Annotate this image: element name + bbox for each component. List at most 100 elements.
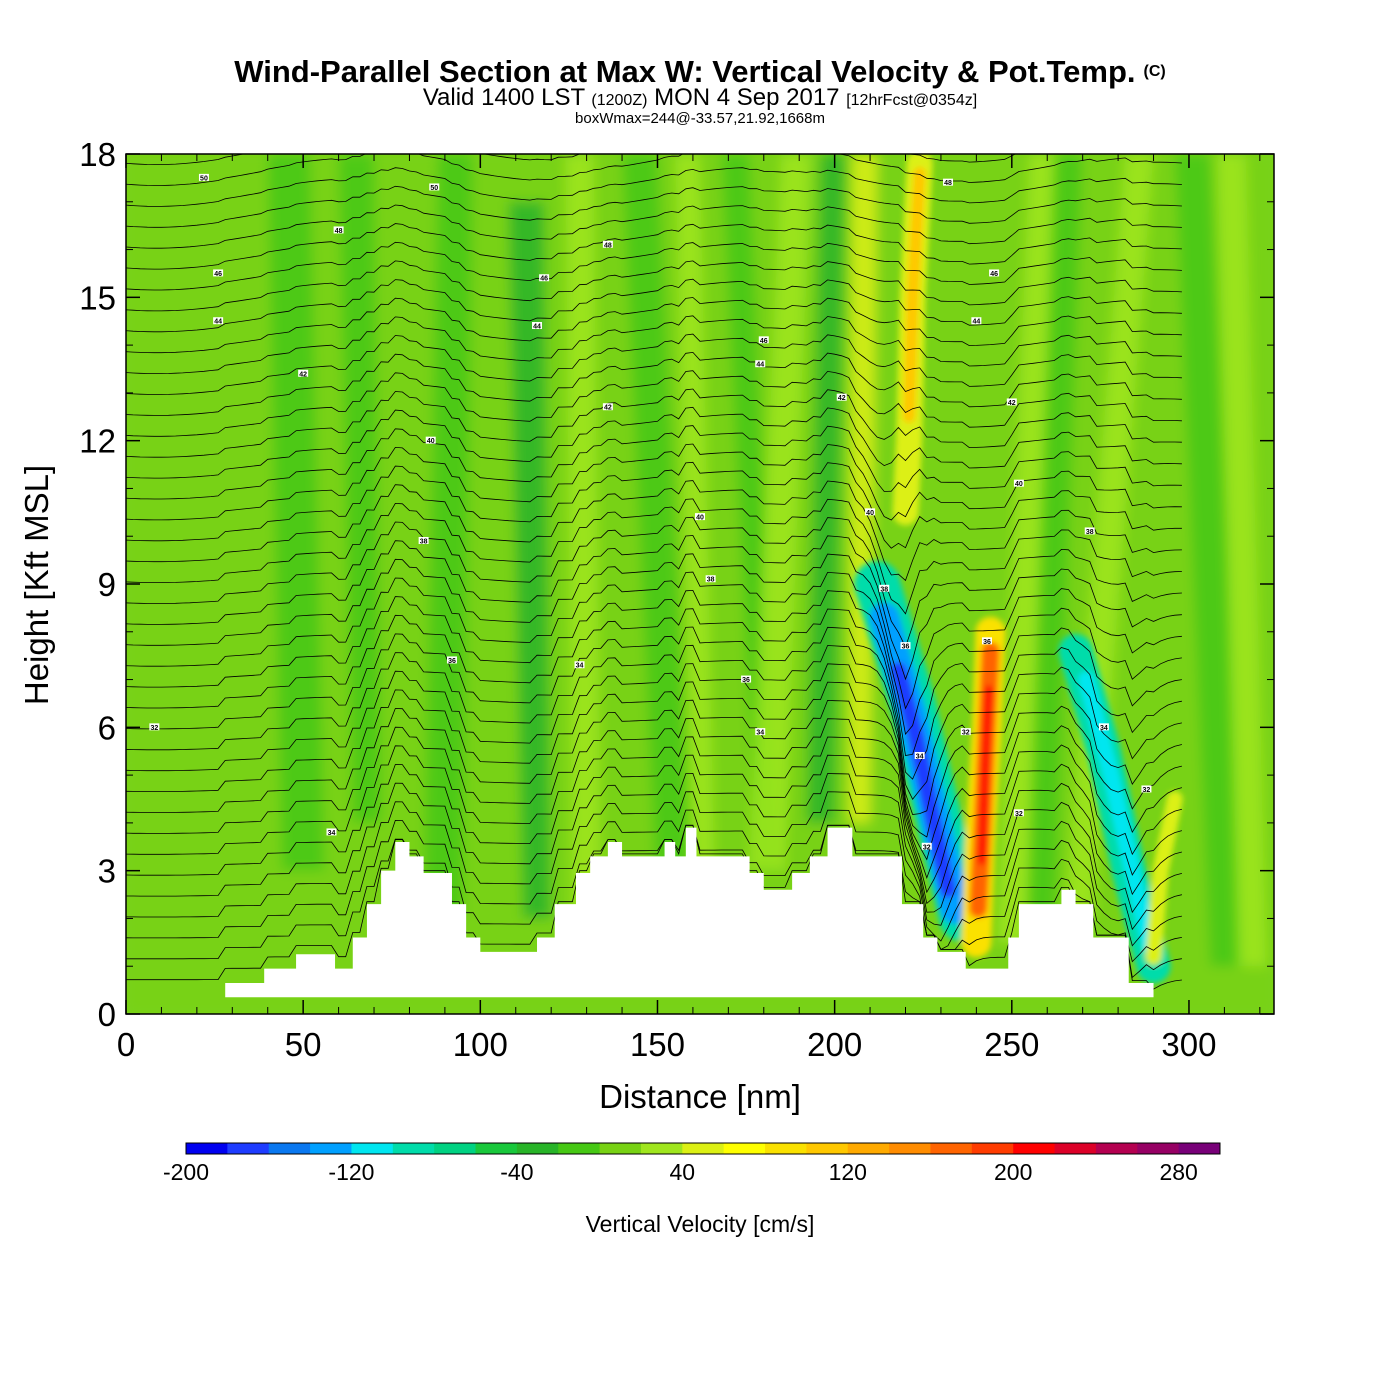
colorbar-swatch [1095, 1143, 1138, 1154]
velocity-band [1217, 154, 1267, 967]
colorbar-swatch [558, 1143, 601, 1154]
theta-label: 40 [427, 438, 435, 445]
theta-label-bg [865, 508, 876, 516]
theta-label: 50 [200, 175, 208, 182]
theta-contour [126, 388, 1182, 458]
theta-label-bg [705, 575, 716, 583]
theta-label: 34 [1100, 725, 1108, 732]
theta-contour [126, 297, 1182, 354]
theta-contour [126, 571, 1182, 736]
velocity-band [675, 154, 715, 871]
theta-label-bg [989, 269, 1000, 277]
theta-label-bg [539, 274, 550, 282]
theta-label-bg [333, 226, 344, 234]
theta-label: 42 [1008, 400, 1016, 407]
theta-label-bg [446, 656, 457, 664]
colorbar-label: -120 [328, 1159, 374, 1185]
terrain-mask [126, 827, 1186, 998]
x-tick-label: 150 [630, 1026, 685, 1063]
theta-contour [126, 681, 1183, 861]
theta-contour [126, 608, 1182, 780]
theta-label: 44 [214, 319, 222, 326]
x-tick-label: 250 [984, 1026, 1039, 1063]
colorbar-swatch [930, 1143, 973, 1154]
colorbar-label: 280 [1159, 1159, 1197, 1185]
y-tick-label: 18 [79, 136, 116, 173]
chart-title: Wind-Parallel Section at Max W: Vertical… [234, 54, 1165, 89]
y-tick-label: 6 [98, 709, 116, 746]
theta-contour [126, 167, 1182, 207]
colorbar-swatch [392, 1143, 435, 1154]
theta-contour [126, 260, 1182, 312]
upper-updraft-core [903, 167, 926, 423]
colorbar-swatch [682, 1143, 725, 1154]
colorbar-label: -40 [500, 1159, 533, 1185]
theta-contour [126, 791, 1182, 947]
velocity-band [565, 154, 601, 919]
theta-contour [126, 406, 1182, 479]
theta-label-bg [574, 661, 585, 669]
theta-label-bg [943, 178, 954, 186]
colorbar-swatch [971, 1143, 1014, 1154]
theta-contour [126, 535, 1182, 681]
theta-contour [126, 553, 1182, 710]
theta-label-bg [418, 537, 429, 544]
velocity-band [508, 201, 552, 919]
velocity-band [622, 154, 693, 919]
theta-label-bg [532, 322, 543, 329]
theta-label-bg [960, 728, 971, 736]
theta-label-bg [149, 723, 160, 731]
velocity-band [997, 154, 1055, 943]
theta-label: 38 [420, 539, 428, 546]
downdraft-core [890, 662, 957, 898]
x-tick-label: 300 [1161, 1026, 1216, 1063]
colorbar-swatch [186, 1143, 228, 1154]
theta-contour [126, 443, 1182, 521]
colorbar-swatch [765, 1143, 807, 1154]
theta-label: 42 [604, 405, 612, 412]
theta-label-bg [326, 828, 337, 836]
theta-label: 44 [756, 362, 764, 369]
theta-label-bg [602, 403, 613, 411]
colorbar-swatch [1178, 1143, 1221, 1154]
theta-label-bg [755, 360, 766, 368]
colorbar-swatch [351, 1143, 394, 1154]
theta-label-bg [755, 728, 766, 736]
colorbar-swatch [847, 1143, 890, 1154]
theta-label: 38 [707, 577, 715, 584]
theta-label: 46 [760, 338, 768, 345]
theta-label: 34 [576, 663, 584, 670]
theta-label-bg [213, 269, 224, 277]
theta-label-bg [1098, 723, 1109, 731]
colorbar-label: 40 [670, 1159, 696, 1185]
theta-label-bg [914, 752, 925, 759]
velocity-band [1025, 154, 1083, 943]
x-tick-label: 0 [117, 1026, 135, 1063]
theta-label-bg [758, 336, 769, 344]
x-axis: 0 50 100 150 200 250 300 [117, 154, 1261, 1063]
theta-contour [126, 644, 1182, 815]
colorbar-swatch [434, 1143, 477, 1154]
theta-contour [126, 498, 1182, 615]
velocity-band [806, 154, 846, 823]
colorbar-label: -200 [163, 1159, 209, 1185]
theta-label: 32 [962, 730, 970, 737]
theta-contour [126, 154, 1017, 165]
theta-label: 46 [990, 271, 998, 278]
theta-label: 42 [838, 395, 846, 402]
colorbar-swatch [1054, 1143, 1097, 1154]
colorbar-swatch [268, 1143, 311, 1154]
theta-label: 36 [902, 644, 910, 651]
theta-label-bg [1013, 479, 1024, 487]
theta-contour [126, 699, 1183, 879]
x-tick-label: 200 [807, 1026, 862, 1063]
colorbar-swatch [599, 1143, 642, 1154]
theta-label-bg [298, 369, 309, 377]
colorbar [185, 1142, 1221, 1155]
theta-label: 38 [1086, 529, 1094, 536]
colorbar-swatch [889, 1143, 931, 1154]
theta-contour [126, 461, 1182, 549]
theta-label-bg [1013, 809, 1024, 817]
box-info: boxWmax=244@-33.57,21.92,1668m [575, 110, 825, 127]
